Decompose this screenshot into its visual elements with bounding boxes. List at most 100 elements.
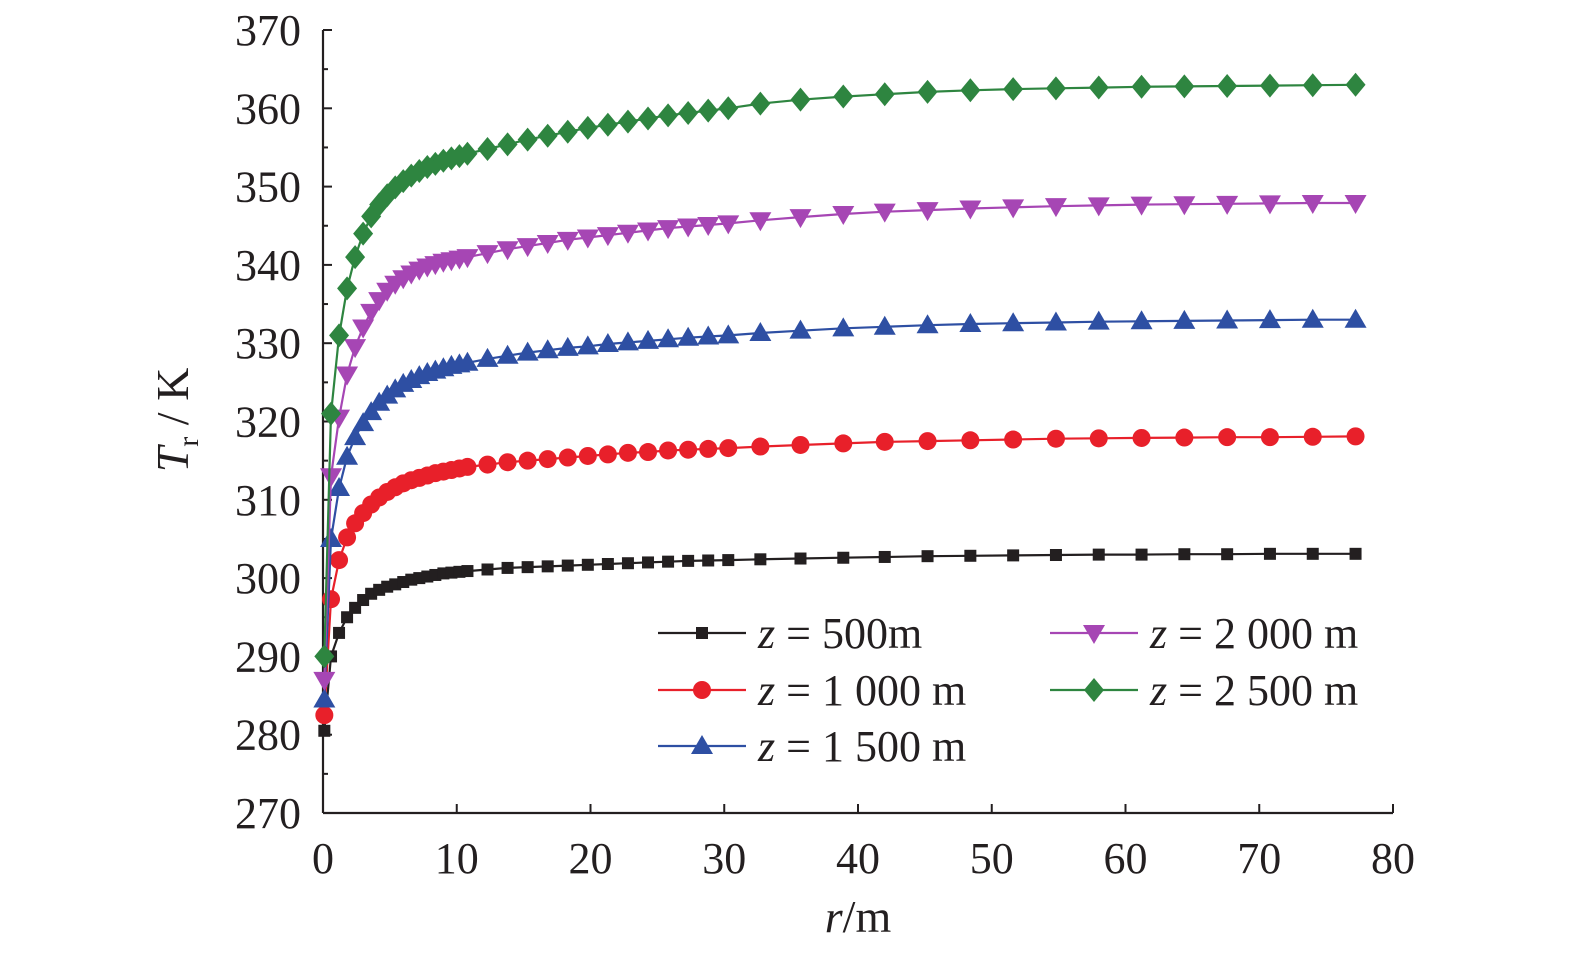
data-point	[1044, 198, 1067, 218]
data-point	[617, 109, 638, 134]
axes: 270 280 290 300 310 320 330 340 350 360 370 0 10 20 30…	[235, 6, 1415, 883]
y-tick-label: 330	[235, 319, 301, 368]
data-point	[917, 79, 938, 104]
data-point	[637, 222, 660, 242]
data-point	[718, 96, 739, 121]
legend-marker	[1084, 678, 1104, 702]
legend-label: z = 1 500 m	[757, 722, 966, 771]
data-point	[1175, 428, 1194, 447]
data-point	[328, 477, 351, 497]
legend-item: z = 1 000 m	[658, 666, 966, 715]
data-point	[658, 103, 679, 128]
data-point	[657, 328, 680, 348]
legend-item: z = 500m	[658, 609, 922, 658]
data-point	[637, 329, 660, 349]
data-point	[1045, 76, 1066, 101]
data-point	[1344, 195, 1367, 215]
legend-label-value: = 500m	[775, 609, 922, 658]
data-point	[598, 445, 617, 464]
data-point	[456, 249, 479, 269]
legend-marker	[693, 681, 711, 699]
data-point	[330, 551, 349, 570]
data-point	[789, 319, 812, 339]
data-point	[341, 611, 354, 624]
data-point	[659, 441, 678, 460]
data-point	[1049, 549, 1062, 562]
data-point	[702, 554, 715, 567]
data-point	[541, 560, 554, 573]
data-point	[1301, 195, 1324, 215]
data-point	[597, 112, 618, 137]
data-point	[1258, 309, 1281, 329]
y-tick-label: 320	[235, 398, 301, 447]
data-point	[751, 437, 770, 456]
x-tick-label: 60	[1104, 834, 1148, 883]
data-point	[717, 324, 740, 344]
x-tick-label: 70	[1237, 834, 1281, 883]
x-tick-label: 20	[569, 834, 613, 883]
data-point	[699, 439, 718, 458]
legend-label-var: z	[757, 609, 775, 658]
data-point	[318, 724, 331, 737]
legend-item: z = 2 500 m	[1050, 666, 1358, 715]
series-3	[313, 308, 1367, 708]
data-point	[697, 325, 720, 345]
legend-item: z = 1 500 m	[658, 722, 966, 771]
data-point	[837, 551, 850, 564]
data-point	[561, 559, 574, 572]
series-layer	[313, 72, 1367, 737]
data-point	[878, 550, 891, 563]
data-point	[1216, 195, 1239, 215]
data-point	[1263, 547, 1276, 560]
data-point	[921, 550, 934, 563]
data-point	[750, 91, 771, 116]
legend-marker	[696, 627, 708, 639]
y-tick-label: 280	[235, 711, 301, 760]
data-point	[873, 203, 896, 223]
data-point	[496, 241, 519, 261]
x-tick-label: 40	[836, 834, 880, 883]
data-point	[1089, 429, 1108, 448]
y-tick-label: 290	[235, 632, 301, 681]
data-point	[313, 671, 336, 691]
data-point	[1178, 548, 1191, 561]
data-point	[959, 313, 982, 333]
y-tick-label: 370	[235, 6, 301, 55]
data-point	[1303, 427, 1322, 446]
data-point	[596, 332, 619, 352]
data-point	[874, 82, 895, 107]
data-point	[501, 561, 514, 574]
data-point	[333, 626, 346, 639]
data-point	[749, 212, 772, 232]
data-point	[596, 227, 619, 247]
data-point	[916, 202, 939, 222]
data-point	[1259, 73, 1280, 98]
series-1	[318, 547, 1362, 737]
data-point	[456, 351, 479, 371]
data-point	[581, 558, 594, 571]
data-point	[556, 336, 579, 356]
data-point	[717, 215, 740, 235]
data-point	[1174, 74, 1195, 99]
data-point	[794, 552, 807, 565]
data-point	[833, 84, 854, 109]
data-point	[498, 453, 517, 472]
data-point	[556, 231, 579, 251]
data-point	[964, 549, 977, 562]
data-point	[1173, 309, 1196, 329]
y-tick-label: 350	[235, 163, 301, 212]
data-point	[1004, 430, 1023, 449]
data-point	[314, 644, 335, 669]
data-point	[1306, 547, 1319, 560]
data-point	[697, 216, 720, 236]
data-point	[315, 706, 334, 725]
legend-label-var: z	[1149, 666, 1167, 715]
data-point	[873, 315, 896, 335]
data-point	[1132, 428, 1151, 447]
series-2	[315, 427, 1365, 725]
data-point	[1130, 310, 1153, 330]
y-axis-unit: / K	[147, 368, 198, 437]
data-point	[662, 555, 675, 568]
data-point	[1002, 312, 1025, 332]
